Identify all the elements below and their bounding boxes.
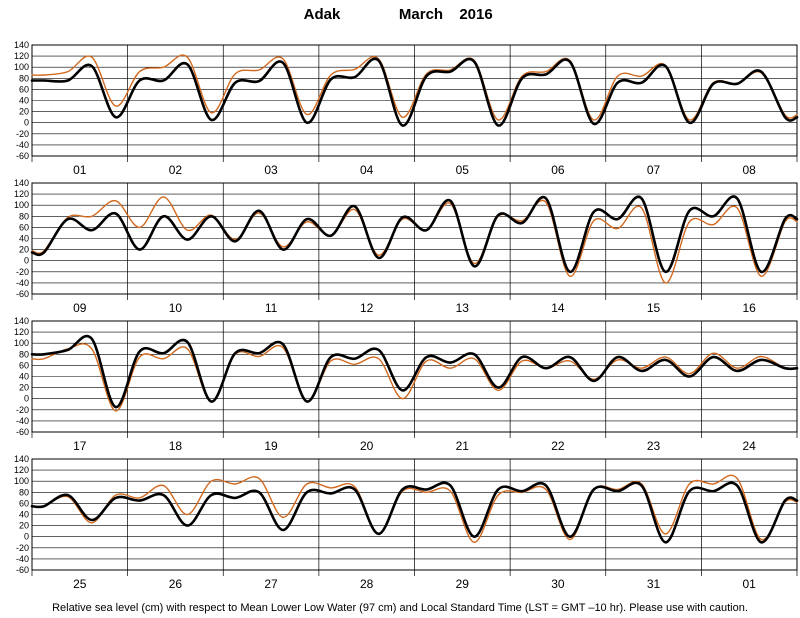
y-tick-label: 60 bbox=[19, 222, 29, 232]
day-label: 10 bbox=[169, 301, 183, 315]
y-tick-label: -40 bbox=[16, 278, 29, 288]
day-label: 08 bbox=[743, 163, 757, 177]
day-label: 04 bbox=[360, 163, 374, 177]
y-tick-label: 100 bbox=[14, 338, 29, 348]
day-label: 17 bbox=[73, 439, 87, 453]
y-tick-label: -60 bbox=[16, 151, 29, 161]
y-tick-label: 80 bbox=[19, 487, 29, 497]
day-label: 27 bbox=[264, 577, 278, 591]
y-tick-label: 20 bbox=[19, 521, 29, 531]
y-tick-label: 0 bbox=[24, 118, 29, 128]
y-tick-label: 80 bbox=[19, 349, 29, 359]
panel-frame bbox=[31, 458, 798, 571]
y-tick-label: 20 bbox=[19, 107, 29, 117]
day-label: 15 bbox=[647, 301, 661, 315]
y-tick-label: -60 bbox=[16, 289, 29, 299]
y-tick-label: 100 bbox=[14, 476, 29, 486]
day-label: 18 bbox=[169, 439, 183, 453]
y-tick-label: 60 bbox=[19, 84, 29, 94]
series-observed-line bbox=[31, 474, 798, 543]
y-tick-label: 120 bbox=[14, 465, 29, 475]
y-tick-label: -40 bbox=[16, 554, 29, 564]
day-label: 31 bbox=[647, 577, 661, 591]
day-label: 22 bbox=[551, 439, 565, 453]
y-tick-label: 60 bbox=[19, 498, 29, 508]
y-tick-label: -60 bbox=[16, 565, 29, 575]
y-tick-label: 20 bbox=[19, 245, 29, 255]
y-tick-label: -40 bbox=[16, 140, 29, 150]
y-tick-label: 0 bbox=[24, 394, 29, 404]
series-predicted-line bbox=[30, 57, 799, 127]
y-tick-label: -60 bbox=[16, 427, 29, 437]
chart-title-year: 2016 bbox=[459, 6, 492, 23]
day-label: 01 bbox=[73, 163, 87, 177]
day-label: 11 bbox=[265, 301, 278, 315]
series-observed-line bbox=[31, 343, 798, 412]
day-label: 20 bbox=[360, 439, 374, 453]
y-tick-label: 0 bbox=[24, 256, 29, 266]
day-label: 16 bbox=[743, 301, 757, 315]
day-label: 03 bbox=[264, 163, 278, 177]
day-label: 06 bbox=[551, 163, 565, 177]
series-predicted-line bbox=[30, 195, 799, 274]
y-tick-label: 100 bbox=[14, 200, 29, 210]
panel-frame bbox=[31, 182, 798, 295]
y-tick-label: 120 bbox=[14, 51, 29, 61]
chart-footnote: Relative sea level (cm) with respect to … bbox=[52, 602, 748, 614]
y-tick-label: 0 bbox=[24, 532, 29, 542]
y-tick-label: 120 bbox=[14, 327, 29, 337]
y-tick-label: 80 bbox=[19, 211, 29, 221]
series-predicted-line bbox=[30, 334, 799, 409]
y-tick-label: 40 bbox=[19, 96, 29, 106]
y-tick-label: 100 bbox=[14, 62, 29, 72]
y-tick-label: 40 bbox=[19, 372, 29, 382]
y-tick-label: -20 bbox=[16, 129, 29, 139]
y-tick-label: 40 bbox=[19, 234, 29, 244]
day-label: 28 bbox=[360, 577, 374, 591]
day-label: 29 bbox=[456, 577, 470, 591]
series-predicted-line bbox=[30, 481, 799, 544]
y-tick-label: 140 bbox=[14, 316, 29, 326]
y-tick-label: 20 bbox=[19, 383, 29, 393]
day-label: 02 bbox=[169, 163, 183, 177]
day-label: 23 bbox=[647, 439, 661, 453]
chart-title-station: Adak bbox=[304, 6, 341, 23]
day-label: 13 bbox=[456, 301, 470, 315]
day-label: 21 bbox=[456, 439, 470, 453]
panel-frame bbox=[31, 320, 798, 433]
day-label: 05 bbox=[456, 163, 470, 177]
y-tick-label: -20 bbox=[16, 543, 29, 553]
chart-title-month: March bbox=[399, 6, 443, 23]
day-label: 25 bbox=[73, 577, 87, 591]
day-label: 30 bbox=[551, 577, 565, 591]
day-label: 19 bbox=[264, 439, 278, 453]
day-label: 14 bbox=[551, 301, 565, 315]
panel-frame bbox=[31, 44, 798, 157]
y-tick-label: 140 bbox=[14, 454, 29, 464]
day-label: 12 bbox=[360, 301, 374, 315]
y-tick-label: 60 bbox=[19, 360, 29, 370]
day-label: 07 bbox=[647, 163, 661, 177]
y-tick-label: 140 bbox=[14, 178, 29, 188]
y-tick-label: 80 bbox=[19, 73, 29, 83]
y-tick-label: 120 bbox=[14, 189, 29, 199]
day-label: 24 bbox=[743, 439, 757, 453]
y-tick-label: -40 bbox=[16, 416, 29, 426]
y-tick-label: 40 bbox=[19, 510, 29, 520]
day-label: 09 bbox=[73, 301, 87, 315]
y-tick-label: 140 bbox=[14, 40, 29, 50]
day-label: 01 bbox=[743, 577, 757, 591]
day-label: 26 bbox=[169, 577, 183, 591]
y-tick-label: -20 bbox=[16, 267, 29, 277]
y-tick-label: -20 bbox=[16, 405, 29, 415]
